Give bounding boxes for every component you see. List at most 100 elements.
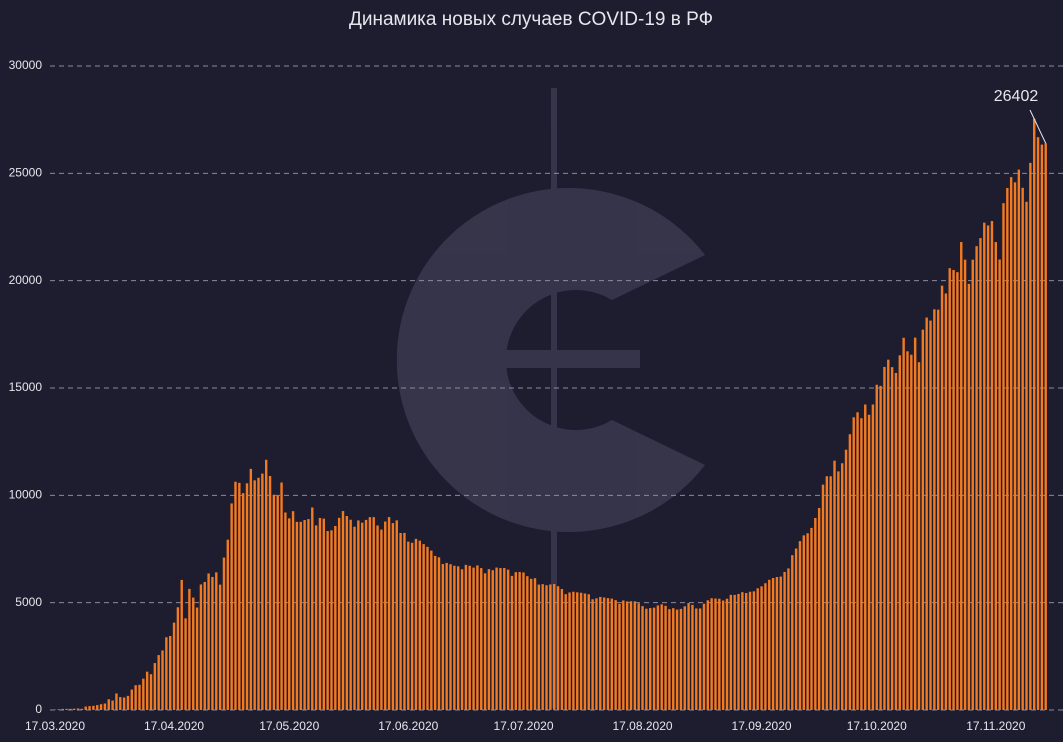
x-tick-label: 17.03.2020 (25, 719, 85, 733)
bar (188, 588, 191, 710)
bar (422, 544, 425, 710)
bar (725, 598, 729, 710)
bar (510, 575, 514, 710)
bar (176, 607, 180, 710)
bar (65, 708, 68, 710)
bar (937, 309, 940, 710)
bar (195, 607, 199, 710)
bar (787, 568, 790, 710)
bar (361, 522, 364, 710)
x-tick-label: 17.05.2020 (259, 719, 319, 733)
bar (741, 592, 744, 710)
bar (280, 482, 283, 710)
data-label: 26402 (994, 88, 1039, 105)
bar (487, 569, 491, 710)
bar (913, 337, 917, 710)
bar (472, 567, 475, 710)
y-tick-label: 30000 (9, 58, 43, 72)
bar (414, 538, 418, 710)
bar (349, 519, 352, 710)
bar (126, 695, 130, 710)
bar (380, 529, 383, 710)
bar (199, 584, 203, 710)
bar (192, 597, 195, 710)
bar (848, 434, 852, 710)
annotation-leader (1029, 109, 1047, 144)
bar (894, 372, 898, 710)
bar (599, 596, 602, 710)
bar (88, 706, 91, 710)
bar (641, 606, 644, 710)
bar (241, 493, 245, 710)
bar (330, 530, 333, 710)
bar (660, 604, 663, 710)
bar (407, 541, 410, 710)
bar (145, 671, 149, 710)
bar (161, 650, 164, 710)
bar (587, 594, 590, 710)
bar (268, 476, 272, 710)
bar (391, 523, 395, 710)
bar (537, 584, 541, 710)
bar (572, 591, 575, 710)
bar (902, 337, 905, 710)
bar (226, 539, 229, 710)
bar (729, 594, 733, 710)
bar (1040, 144, 1044, 710)
bar (714, 598, 717, 710)
bar (745, 593, 748, 710)
bar (529, 578, 533, 710)
bar (983, 222, 986, 710)
bar (483, 573, 487, 710)
bar (691, 604, 694, 710)
y-tick-label: 20000 (9, 273, 43, 287)
bar (625, 601, 629, 710)
bar (357, 520, 360, 710)
bar (353, 526, 356, 710)
bar (618, 603, 621, 710)
bar (207, 573, 210, 710)
bar (1009, 177, 1013, 710)
bar (583, 593, 587, 710)
bar (92, 705, 95, 710)
bar (721, 600, 725, 710)
bar (276, 495, 279, 710)
bar (718, 598, 721, 710)
bar (702, 603, 706, 710)
bar (238, 482, 241, 710)
bar (994, 242, 997, 711)
bar (257, 477, 260, 710)
bar (218, 584, 222, 710)
bar (1002, 203, 1005, 710)
bar (940, 285, 944, 710)
bar (929, 320, 932, 710)
bar (606, 598, 610, 710)
bar (119, 697, 122, 710)
bar (288, 518, 291, 710)
bar (806, 533, 809, 710)
bar (234, 481, 237, 710)
bar (111, 700, 114, 710)
y-tick-label: 15000 (9, 380, 43, 394)
bar (245, 483, 249, 710)
bar (579, 592, 583, 710)
bar (783, 571, 786, 710)
bar (449, 564, 452, 710)
bar (622, 600, 625, 710)
bar (779, 576, 782, 710)
bar (395, 520, 398, 710)
bar (172, 622, 176, 710)
x-tick-label: 17.09.2020 (732, 719, 792, 733)
bar (84, 706, 87, 710)
bar (503, 567, 506, 710)
bar (768, 579, 771, 710)
bar (153, 663, 157, 710)
bar (672, 608, 675, 710)
bar (96, 705, 99, 710)
bar (925, 317, 928, 710)
bar (560, 589, 564, 710)
bar (514, 572, 517, 710)
bar (1029, 162, 1032, 710)
bar (149, 674, 153, 710)
